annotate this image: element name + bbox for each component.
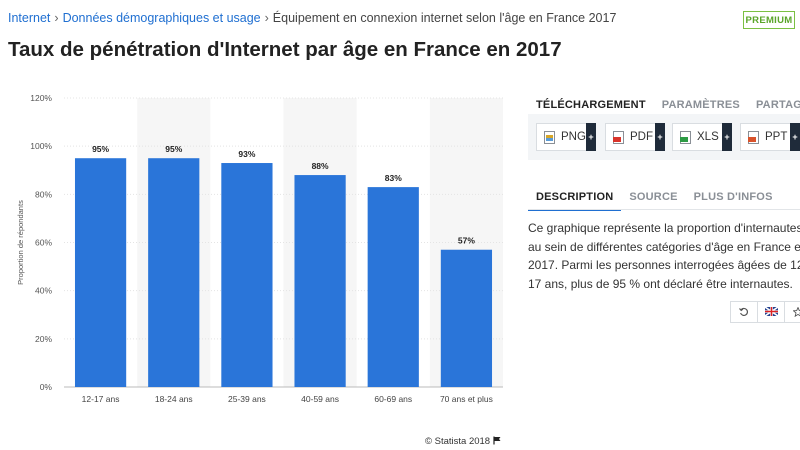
breadcrumb: Internet › Données démographiques et usage… — [8, 11, 616, 25]
download-png-label: PNG — [561, 131, 586, 143]
history-icon[interactable] — [730, 301, 758, 323]
page-title: Taux de pénétration d'Internet par âge e… — [8, 38, 562, 61]
value-label: 57% — [458, 236, 475, 246]
bar-chart: 0% 20% 40% 60% 80% 100% 120% 95% 95% 93% 88% 83% 57… — [16, 93, 503, 404]
bar — [74, 158, 127, 387]
download-ppt-button[interactable]: PPT + — [740, 123, 800, 151]
description-line: Ce graphique représente la proportion d'… — [528, 221, 800, 235]
x-tick-label: 18-24 ans — [155, 394, 193, 404]
image-file-icon — [544, 131, 555, 144]
bar — [440, 249, 493, 387]
download-png-button[interactable]: PNG + — [536, 123, 596, 151]
breadcrumb-internet[interactable]: Internet — [8, 11, 51, 25]
download-xls-plus[interactable]: + — [722, 123, 732, 151]
footer-copyright: © Statista 2018 — [425, 436, 491, 447]
bar — [294, 175, 346, 387]
bar — [367, 187, 419, 387]
y-tick-label: 40% — [35, 286, 52, 296]
value-label: 93% — [238, 149, 255, 159]
breadcrumb-demographics[interactable]: Données démographiques et usage — [62, 11, 261, 25]
y-axis-title: Proportion de répondants — [16, 200, 25, 285]
download-panel: PNG + PDF + XLS + PPT + — [528, 114, 800, 160]
x-tick-label: 70 ans et plus — [440, 394, 493, 404]
y-tick-label: 60% — [35, 238, 52, 248]
y-tick-label: 20% — [35, 334, 52, 344]
tab-plus-d-infos[interactable]: PLUS D'INFOS — [693, 191, 773, 203]
y-tick-label: 120% — [30, 93, 52, 103]
description-line: au sein de différentes catégories d'âge … — [528, 239, 800, 254]
y-tick-label: 100% — [30, 141, 52, 151]
x-tick-label: 40-59 ans — [301, 394, 339, 404]
powerpoint-file-icon — [748, 131, 759, 144]
pdf-file-icon — [613, 131, 624, 144]
x-tick-label: 60-69 ans — [374, 394, 412, 404]
bar — [221, 163, 273, 387]
value-label: 83% — [385, 173, 402, 183]
download-pdf-plus[interactable]: + — [655, 123, 665, 151]
download-ppt-plus[interactable]: + — [790, 123, 800, 151]
flag-icon[interactable] — [493, 436, 501, 445]
download-pdf-button[interactable]: PDF + — [605, 123, 665, 151]
x-tick-label: 12-17 ans — [82, 394, 120, 404]
footer-credit: © Statista 2018 — [425, 436, 501, 447]
star-icon[interactable] — [784, 301, 800, 323]
premium-badge: PREMIUM — [743, 11, 795, 29]
y-tick-label: 0% — [40, 382, 53, 392]
bar — [148, 158, 200, 387]
download-xls-label: XLS — [697, 131, 719, 143]
uk-flag-icon[interactable] — [757, 301, 785, 323]
tab-parametres[interactable]: PARAMÈTRES — [661, 99, 740, 111]
download-ppt-label: PPT — [765, 131, 788, 143]
description-line: 17 ans, plus de 95 % ont déclaré être in… — [528, 276, 793, 291]
download-png-plus[interactable]: + — [586, 123, 596, 151]
value-labels: 95% 95% 93% 88% 83% 57% — [92, 144, 475, 246]
breadcrumb-separator: › — [54, 11, 59, 25]
tab-partager[interactable]: PARTAGER — [755, 99, 800, 111]
x-tick-label: 25-39 ans — [228, 394, 266, 404]
download-pdf-label: PDF — [630, 131, 653, 143]
value-label: 88% — [312, 161, 329, 171]
chart-tools — [730, 301, 800, 323]
download-xls-button[interactable]: XLS + — [672, 123, 732, 151]
tab-source[interactable]: SOURCE — [629, 191, 678, 203]
tab-description[interactable]: DESCRIPTION — [528, 185, 622, 211]
y-tick-label: 80% — [35, 189, 52, 199]
description-text: Ce graphique représente la proportion d'… — [528, 219, 800, 293]
x-axis-labels: 12-17 ans 18-24 ans 25-39 ans 40-59 ans 60-6… — [82, 394, 493, 404]
breadcrumb-current: Équipement en connexion internet selon l… — [272, 11, 617, 25]
y-axis-ticks: 0% 20% 40% 60% 80% 100% 120% — [30, 93, 52, 392]
tabs-divider — [528, 209, 800, 210]
info-tabs: DESCRIPTION SOURCE PLUS D'INFOS — [528, 185, 781, 211]
excel-file-icon — [680, 131, 691, 144]
bars — [74, 158, 493, 387]
value-label: 95% — [92, 144, 109, 154]
gridlines — [64, 97, 503, 388]
value-label: 95% — [165, 144, 182, 154]
description-line: 2017. Parmi les personnes interrogées âg… — [528, 258, 800, 272]
breadcrumb-separator: › — [264, 11, 269, 25]
